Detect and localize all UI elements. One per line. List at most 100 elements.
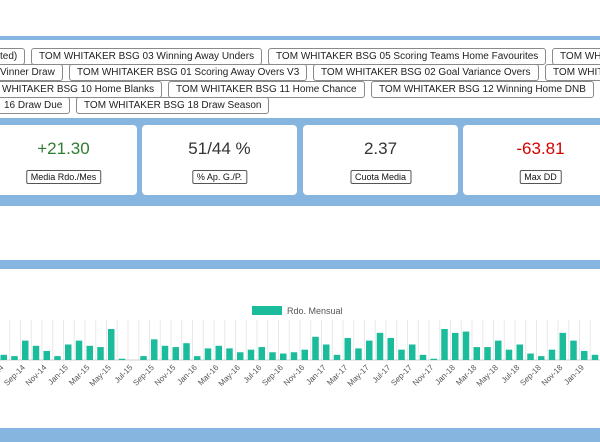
bar — [527, 353, 534, 360]
bar — [323, 344, 330, 360]
bar — [505, 349, 513, 360]
bar — [462, 331, 470, 360]
bar — [452, 332, 459, 360]
bar — [237, 352, 244, 360]
strategy-tag[interactable]: TOM WHITAKER BSG 01 Scoring Away Overs V… — [69, 64, 308, 81]
strategy-tag[interactable]: TOM WHITAKER BSG 12 Winning Home DNB — [371, 81, 594, 98]
stat-label-acierto: % Ap. G./P. — [191, 170, 248, 184]
bar — [215, 345, 222, 360]
stat-label-cuota: Cuota Media — [349, 170, 412, 184]
bar — [387, 338, 394, 360]
x-tick-label: Jan-17 — [304, 363, 328, 387]
stat-card-maxdd: -63.81 Max DD — [463, 125, 600, 195]
x-tick-label: Nov-15 — [153, 363, 178, 388]
bar — [22, 340, 29, 360]
legend-swatch — [252, 306, 282, 315]
bar — [473, 347, 480, 360]
bar — [11, 356, 18, 360]
bar — [32, 345, 40, 360]
x-tick-label: Sep-14 — [2, 363, 27, 388]
chart-header-band — [0, 260, 600, 269]
x-tick-label: Nov-14 — [24, 363, 49, 388]
bar — [269, 352, 276, 360]
stat-label-maxdd: Max DD — [519, 170, 562, 184]
strategy-tag[interactable]: 16 Draw Due — [0, 97, 71, 114]
tag-row: 16 Draw Due TOM WHITAKER BSG 18 Draw Seas… — [0, 97, 600, 114]
strategy-tag[interactable]: TOM WHITAKER BSG 18 Draw Season — [76, 97, 270, 114]
bar — [301, 349, 308, 360]
bar — [355, 348, 362, 360]
bar — [559, 332, 566, 360]
strategy-tag[interactable]: TOM WHITAKER BSG 11 Home Chance — [168, 81, 365, 98]
header-band — [0, 36, 600, 40]
strategy-tag[interactable]: ted) — [0, 48, 26, 65]
bar — [86, 345, 93, 360]
x-tick-label: May-17 — [346, 363, 372, 389]
tag-row: WHITAKER BSG 10 Home Blanks TOM WHITAKER … — [0, 81, 600, 98]
bar — [441, 329, 448, 360]
bar — [118, 358, 126, 360]
bar — [516, 344, 523, 360]
strategy-tag[interactable]: Vinner Draw — [0, 64, 63, 81]
bar — [204, 348, 212, 360]
bar — [226, 348, 233, 360]
x-tick-label: Nov-16 — [282, 363, 307, 388]
strategy-tag[interactable]: WHITAKER BSG 10 Home Blanks — [0, 81, 163, 98]
bar — [258, 347, 265, 360]
strategy-tag[interactable]: TOM WHITAKER BSG 05 Scoring Teams Home F… — [268, 48, 547, 65]
bar — [333, 354, 341, 360]
legend-label: Rdo. Mensual — [287, 306, 343, 316]
bar — [344, 338, 351, 360]
bar — [366, 340, 373, 360]
bar — [194, 356, 201, 360]
bar — [280, 353, 287, 360]
bar — [172, 347, 179, 360]
x-tick-label: Jan-15 — [46, 363, 70, 387]
x-tick-label: Sep-15 — [131, 363, 156, 388]
strategy-tag[interactable]: TOM WHITAKER — [552, 48, 600, 65]
bar — [409, 344, 416, 360]
bar — [75, 340, 83, 360]
x-tick-label: May-16 — [217, 363, 243, 389]
strategy-tag[interactable]: TOM WHITAKER — [545, 64, 600, 81]
bar — [570, 340, 577, 360]
x-tick-label: Jan-18 — [433, 363, 457, 387]
stat-value-media: +21.30 — [37, 139, 90, 158]
strategy-tag[interactable]: TOM WHITAKER BSG 02 Goal Variance Overs — [313, 64, 539, 81]
monthly-result-chart: Rdo. MensualJul-14Sep-14Nov-14Jan-15Mar-… — [0, 306, 600, 389]
bar — [65, 344, 72, 360]
x-tick-label: Sep-18 — [518, 363, 543, 388]
bar — [312, 336, 319, 360]
x-tick-label: Nov-17 — [411, 363, 436, 388]
stat-label-media: Media Rdo./Mes — [25, 170, 102, 184]
bar — [419, 354, 427, 360]
bar — [183, 343, 190, 360]
bar — [151, 339, 158, 360]
bar — [376, 332, 384, 360]
stat-value-maxdd: -63.81 — [516, 139, 565, 158]
bar — [140, 356, 147, 360]
stat-card-acierto: 51/44 % % Ap. G./P. — [142, 125, 297, 195]
bar — [495, 340, 502, 360]
stat-card-cuota: 2.37 Cuota Media — [303, 125, 458, 195]
bar — [0, 354, 7, 360]
bar — [161, 345, 169, 360]
bar — [581, 350, 588, 360]
strategy-tag[interactable]: TOM WHITAKER BSG 03 Winning Away Unders — [31, 48, 263, 65]
x-tick-label: May-18 — [475, 363, 501, 389]
bar — [591, 354, 599, 360]
x-tick-label: May-15 — [88, 363, 114, 389]
tag-row: Vinner Draw TOM WHITAKER BSG 01 Scoring A… — [0, 64, 600, 81]
bar — [548, 349, 556, 360]
x-tick-label: Sep-16 — [260, 363, 285, 388]
footer-band — [0, 428, 600, 442]
stat-value-acierto: 51/44 % — [188, 139, 251, 158]
bar — [290, 352, 298, 360]
bar — [97, 347, 104, 360]
x-tick-label: Jan-16 — [175, 363, 199, 387]
x-tick-label: Jan-19 — [562, 363, 586, 387]
stat-value-cuota: 2.37 — [363, 139, 398, 158]
bar — [538, 356, 545, 360]
x-tick-label: Nov-18 — [540, 363, 565, 388]
bar — [108, 329, 115, 360]
